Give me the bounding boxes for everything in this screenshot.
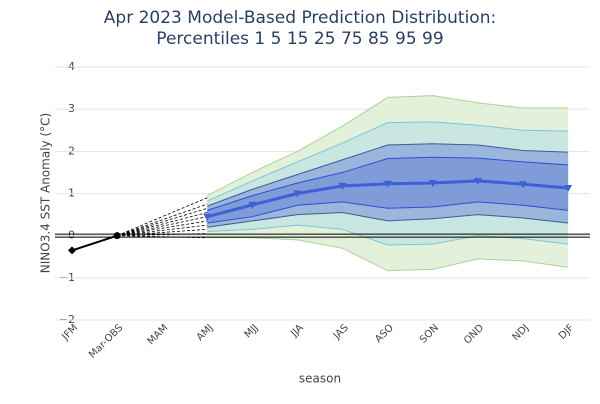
x-tick-label: MJJ	[243, 322, 261, 340]
member-line	[117, 212, 208, 237]
x-tick-label: ASO	[373, 322, 396, 345]
x-tick-label: NDJ	[511, 322, 532, 343]
x-tick-label: SON	[418, 322, 441, 345]
median-marker	[293, 190, 302, 198]
member-line	[117, 224, 208, 237]
x-tick-label: JAS	[331, 322, 351, 342]
percentile-band	[207, 157, 569, 224]
member-line	[116, 197, 208, 237]
percentile-line	[207, 211, 569, 228]
member-line	[117, 235, 208, 239]
median-marker	[338, 182, 347, 190]
x-tick-label: OND	[462, 322, 486, 346]
percentile-line	[207, 143, 569, 207]
x-tick-label: MAM	[146, 322, 171, 347]
chart-title: Apr 2023 Model-Based Prediction Distribu…	[104, 8, 496, 28]
member-line	[117, 220, 208, 237]
x-tick-label: AMJ	[195, 322, 216, 343]
percentile-line	[207, 237, 569, 272]
percentile-line	[207, 121, 569, 202]
percentile-line	[207, 156, 569, 211]
observed-marker	[68, 246, 76, 255]
median-marker	[519, 181, 527, 189]
member-line	[116, 203, 208, 237]
x-axis-label: season	[299, 372, 341, 386]
observed-line	[71, 234, 118, 252]
median-marker	[203, 213, 212, 221]
observed-marker	[113, 232, 121, 240]
member-line	[117, 228, 208, 237]
x-tick-label: DJF	[557, 322, 577, 342]
x-tick-label: Mar-OBS	[87, 322, 125, 360]
x-tick-label: JJA	[288, 322, 305, 339]
y-axis-label: NINO3.4 SST Anomaly (°C)	[39, 113, 53, 273]
percentile-line	[207, 201, 569, 224]
median-marker	[473, 177, 482, 185]
median-marker	[428, 179, 437, 187]
median-marker	[248, 201, 257, 209]
chart-title: Percentiles 1 5 15 25 75 85 95 99	[156, 29, 443, 49]
percentile-line	[207, 95, 569, 197]
member-line	[116, 207, 208, 237]
member-line	[117, 216, 208, 237]
median-marker	[383, 180, 392, 188]
median-marker	[564, 185, 573, 193]
member-line	[117, 233, 208, 237]
